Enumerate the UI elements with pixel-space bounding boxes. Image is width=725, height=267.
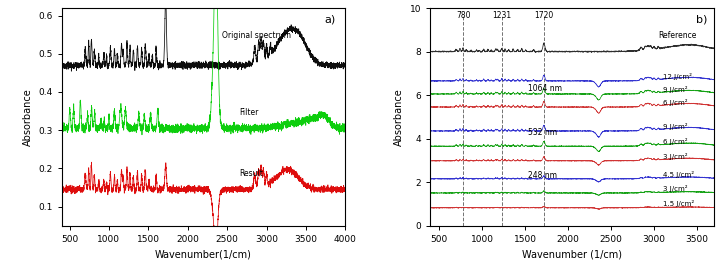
- Text: 4.5 J/cm²: 4.5 J/cm²: [663, 171, 695, 178]
- Text: 9 J/cm²: 9 J/cm²: [663, 86, 688, 93]
- Text: 3 J/cm²: 3 J/cm²: [663, 185, 688, 192]
- Text: 1.5 J/cm²: 1.5 J/cm²: [663, 200, 695, 207]
- Text: a): a): [324, 14, 336, 25]
- Y-axis label: Absorbance: Absorbance: [22, 88, 33, 146]
- Text: 3 J/cm²: 3 J/cm²: [663, 153, 688, 160]
- Text: 780: 780: [456, 11, 471, 20]
- Text: 532 nm: 532 nm: [528, 128, 557, 137]
- Y-axis label: Absorbance: Absorbance: [394, 88, 405, 146]
- Text: Reference: Reference: [658, 30, 697, 40]
- Text: Filter: Filter: [239, 108, 258, 117]
- Text: 1231: 1231: [492, 11, 511, 20]
- Text: 6 J/cm²: 6 J/cm²: [663, 138, 688, 145]
- Text: 1720: 1720: [534, 11, 553, 20]
- Text: 12 J/cm²: 12 J/cm²: [663, 73, 692, 80]
- X-axis label: Wavenumber (1/cm): Wavenumber (1/cm): [522, 249, 622, 259]
- Text: b): b): [696, 14, 707, 25]
- Text: 248 nm: 248 nm: [528, 171, 557, 180]
- Text: Original spectrum: Original spectrum: [222, 32, 291, 41]
- Text: 6 J/cm²: 6 J/cm²: [663, 99, 688, 106]
- Text: 9 J/cm²: 9 J/cm²: [663, 123, 688, 130]
- Text: Result: Result: [239, 169, 262, 178]
- X-axis label: Wavenumber(1/cm): Wavenumber(1/cm): [155, 249, 252, 259]
- Text: 1064 nm: 1064 nm: [528, 84, 562, 93]
